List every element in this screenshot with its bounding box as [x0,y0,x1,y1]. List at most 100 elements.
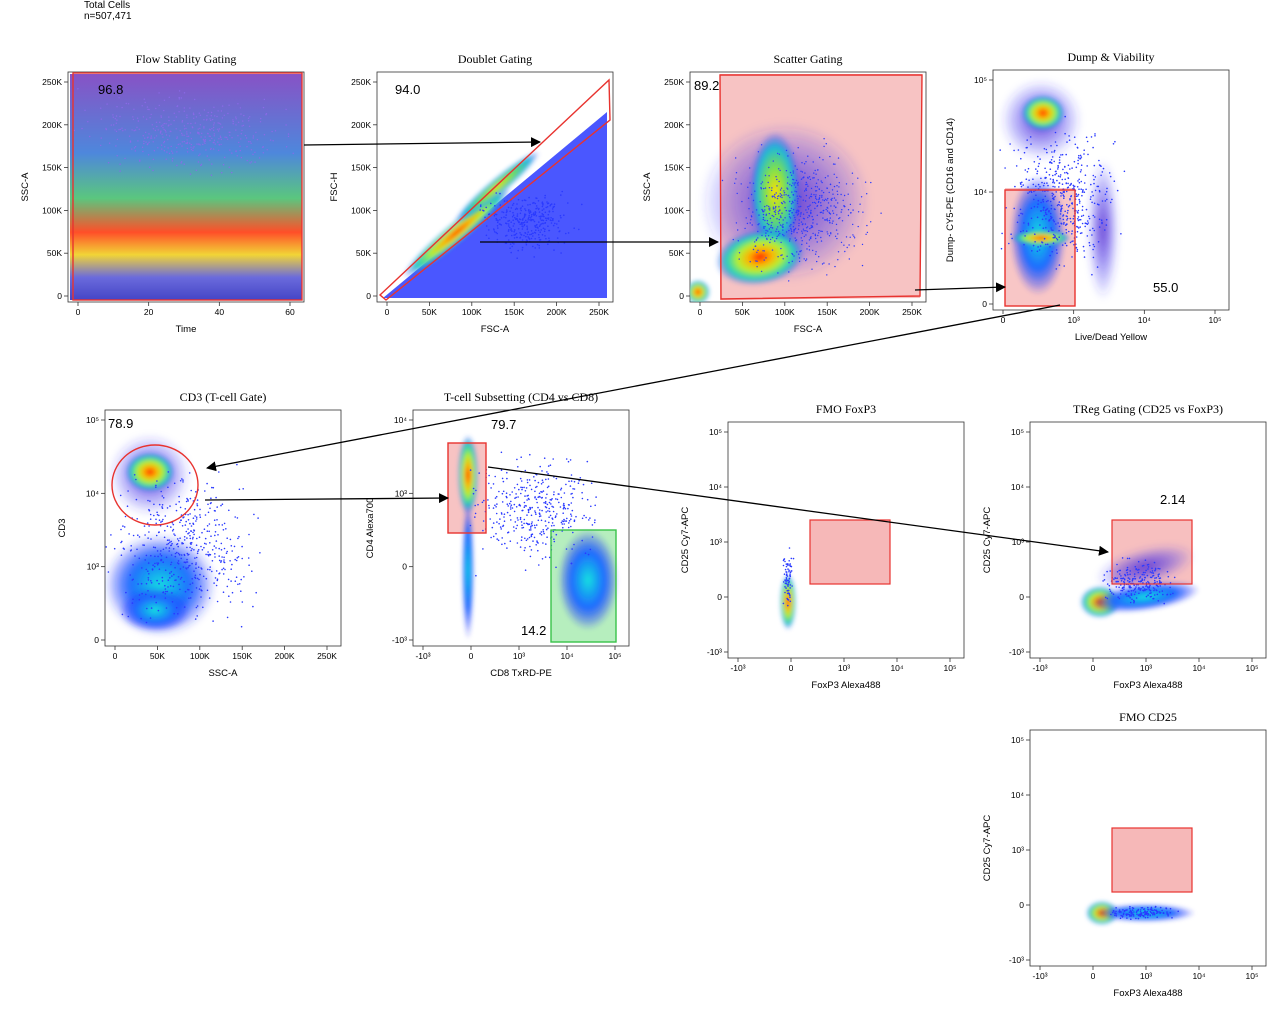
event-dot [1060,222,1062,225]
event-dot [1161,909,1163,912]
event-dot [1136,910,1138,912]
event-dot [848,244,850,246]
event-dot [494,205,496,207]
event-dot [568,480,570,483]
event-dot [560,252,562,254]
y-tick-label: 0 [717,592,722,602]
event-dot [526,228,529,231]
event-dot [560,489,562,491]
event-dot [502,480,505,483]
y-tick-label: 250K [42,77,62,87]
event-dot [795,179,798,182]
event-dot [566,517,568,520]
event-dot [1128,578,1131,580]
event-dot [1102,167,1105,170]
event-dot [513,510,516,513]
event-dot [513,222,515,225]
event-dot [1054,186,1056,188]
event-dot [866,193,868,195]
event-dot [1035,168,1037,170]
event-dot [534,211,537,214]
event-dot [818,197,821,199]
event-dot [136,117,139,119]
gate-rect [72,72,303,301]
event-dot [740,183,742,185]
event-dot [147,562,150,564]
event-dot [230,580,232,582]
event-dot [555,566,557,569]
event-dot [1039,245,1042,247]
y-tick-label: 10⁴ [709,482,722,492]
event-dot [1145,595,1148,598]
event-dot [802,176,805,179]
x-tick-label: -10³ [730,663,745,673]
event-dot [1166,593,1168,596]
event-dot [788,216,791,218]
event-dot [490,536,492,539]
event-dot [202,606,204,609]
event-dot [764,187,767,189]
gate-percent: 94.0 [395,82,420,97]
event-dot [807,176,809,179]
event-dot [535,544,537,546]
event-dot [803,258,805,260]
event-dot [1098,164,1101,166]
event-dot [767,235,770,237]
event-dot [774,209,777,211]
event-dot [527,217,530,220]
event-dot [527,511,530,514]
event-dot [174,566,176,569]
event-dot [116,138,119,141]
event-dot [528,211,530,213]
event-dot [779,169,781,172]
event-dot [792,201,794,204]
event-dot [1141,565,1144,567]
event-dot [791,585,793,587]
event-dot [119,115,121,118]
y-tick-label: 100K [42,205,62,215]
event-dot [801,162,803,164]
event-dot [1056,204,1059,207]
event-dot [198,133,200,135]
event-dot [519,516,522,519]
event-dot [786,575,789,577]
gate-arrow-p4-to-p5 [206,304,1061,472]
event-dot [212,486,215,489]
event-dot [474,516,476,518]
event-dot [837,251,840,253]
event-dot [778,180,780,183]
event-dot [195,518,198,520]
event-dot [545,497,547,499]
event-dot [1050,227,1052,229]
event-dot [775,192,777,194]
event-dot [170,130,172,133]
event-dot [133,474,136,476]
event-dot [125,102,128,105]
event-dot [477,503,479,506]
event-dot [1177,910,1179,913]
event-dot [534,511,537,514]
plot-area [1086,901,1195,925]
event-dot [232,120,234,123]
event-dot [1131,598,1133,601]
event-dot [240,625,243,628]
event-dot [178,554,181,556]
event-dot [779,193,781,195]
density-blob [1090,581,1200,613]
event-dot [736,192,738,195]
event-dot [193,146,195,148]
event-dot [1022,230,1024,232]
x-tick-label: 10³ [513,651,525,661]
event-dot [209,542,211,544]
event-dot [523,199,526,201]
event-dot [820,202,822,204]
event-dot [226,537,228,539]
event-dot [181,525,184,527]
event-dot [186,151,189,153]
event-dot [812,177,814,179]
event-dot [199,585,202,588]
event-dot [146,607,148,610]
event-dot [797,147,799,149]
event-dot [549,219,552,221]
event-dot [516,208,519,210]
